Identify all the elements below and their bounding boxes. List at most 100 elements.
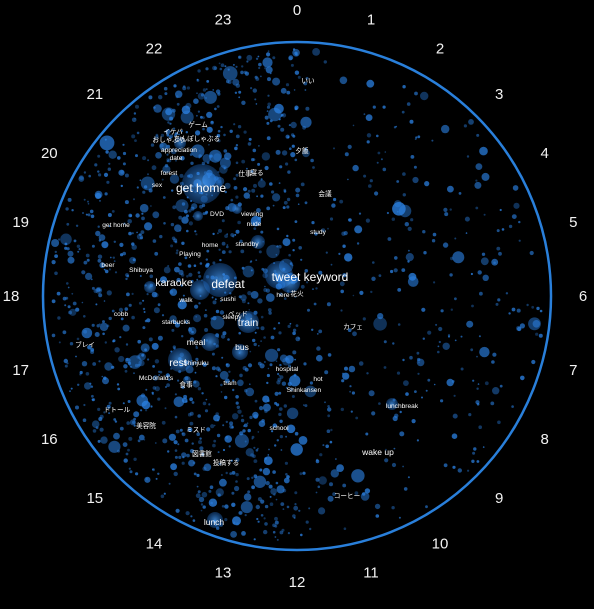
tweet-dot	[279, 435, 283, 439]
tweet-dot	[438, 326, 443, 332]
tweet-dot	[265, 66, 273, 74]
tweet-dot	[216, 133, 221, 138]
tweet-dot	[454, 237, 457, 240]
tweet-dot	[198, 150, 201, 152]
tweet-dot	[253, 474, 258, 479]
keyword-bubble	[190, 280, 210, 300]
tweet-dot	[133, 424, 136, 427]
tweet-dot	[315, 459, 320, 464]
tweet-dot	[480, 257, 489, 266]
tweet-dot	[180, 129, 184, 133]
tweet-dot	[65, 207, 69, 211]
tweet-dot	[318, 270, 323, 275]
tweet-dot	[51, 239, 60, 247]
tweet-dot	[138, 301, 142, 305]
tweet-dot	[119, 336, 122, 339]
tweet-dot	[57, 316, 61, 320]
tweet-dot	[442, 342, 450, 350]
tweet-dot	[234, 91, 238, 95]
tweet-dot	[255, 504, 260, 510]
tweet-dot	[169, 134, 174, 139]
tweet-dot	[392, 342, 395, 345]
tweet-dot	[511, 214, 517, 220]
tweet-dot	[413, 165, 417, 169]
tweet-dot	[255, 259, 258, 261]
tweet-dot	[224, 435, 232, 443]
tweet-dot	[198, 154, 202, 158]
tweet-dot	[422, 230, 426, 234]
tweet-dot	[279, 165, 283, 169]
tweet-dot	[198, 274, 202, 278]
tweet-dot	[71, 209, 74, 212]
tweet-dot	[139, 203, 149, 213]
keyword-label: 図書館	[192, 449, 212, 458]
tweet-dot	[235, 480, 238, 483]
tweet-dot	[285, 386, 288, 389]
tweet-dot	[165, 373, 170, 378]
keyword-label: 投稿する	[213, 458, 239, 467]
keyword-label: カフェ	[343, 323, 363, 331]
tweet-dot	[293, 516, 296, 519]
tweet-dot	[97, 225, 100, 228]
tweet-dot	[116, 383, 120, 386]
tweet-dot	[193, 380, 197, 384]
keyword-label: sushi	[220, 296, 236, 303]
keyword-label: get home	[176, 181, 226, 195]
tweet-dot	[155, 133, 159, 137]
keyword-label: nude	[247, 221, 262, 228]
tweet-dot	[140, 409, 143, 412]
tweet-dot	[77, 250, 80, 253]
tweet-dot	[444, 212, 449, 217]
tweet-dot	[160, 494, 165, 499]
tweet-dot	[133, 417, 137, 421]
tweet-dot	[162, 196, 166, 199]
tweet-dot	[95, 303, 98, 306]
tweet-dot	[386, 211, 389, 215]
tweet-dot	[168, 482, 171, 485]
keyword-label: Shibuya	[129, 267, 153, 274]
tweet-dot	[122, 442, 128, 447]
tweet-dot	[133, 457, 137, 461]
tweet-dot	[248, 137, 252, 141]
tweet-dot	[157, 370, 161, 373]
tweet-dot	[148, 337, 153, 342]
tweet-dot	[536, 306, 540, 311]
tweet-dot	[264, 522, 268, 526]
tweet-dot	[391, 217, 395, 221]
tweet-dot	[134, 139, 137, 143]
tweet-dot	[181, 298, 185, 302]
tweet-dot	[285, 355, 294, 364]
tweet-dot	[335, 458, 337, 460]
tweet-dot	[425, 505, 428, 509]
tweet-dot	[343, 527, 347, 530]
tweet-dot	[238, 96, 241, 99]
tweet-dot	[225, 363, 228, 366]
tweet-dot	[217, 451, 220, 454]
tweet-dot	[213, 439, 217, 443]
tweet-dot	[69, 390, 71, 393]
tweet-dot	[217, 92, 221, 96]
tweet-dot	[312, 166, 315, 169]
keyword-label: forest	[161, 170, 178, 177]
tweet-dot	[84, 382, 92, 390]
tweet-dot	[260, 340, 262, 342]
tweet-dot	[169, 174, 180, 184]
tweet-dot	[348, 218, 352, 222]
tweet-dot	[167, 450, 170, 453]
tweet-dot	[232, 63, 235, 66]
tweet-dot	[263, 529, 268, 535]
tweet-dot	[241, 266, 245, 270]
tweet-dot	[251, 158, 255, 162]
tweet-dot	[259, 468, 263, 472]
tweet-dot	[188, 221, 193, 226]
tweet-dot	[513, 202, 520, 209]
tweet-dot	[260, 326, 265, 331]
tweet-dot	[159, 370, 163, 374]
tweet-dot	[276, 227, 280, 231]
tweet-dot	[167, 121, 170, 124]
keyword-label: Shinjuku	[183, 360, 209, 367]
tweet-dot	[253, 227, 257, 231]
tweet-dot	[266, 105, 271, 109]
tweet-dot	[101, 375, 104, 378]
